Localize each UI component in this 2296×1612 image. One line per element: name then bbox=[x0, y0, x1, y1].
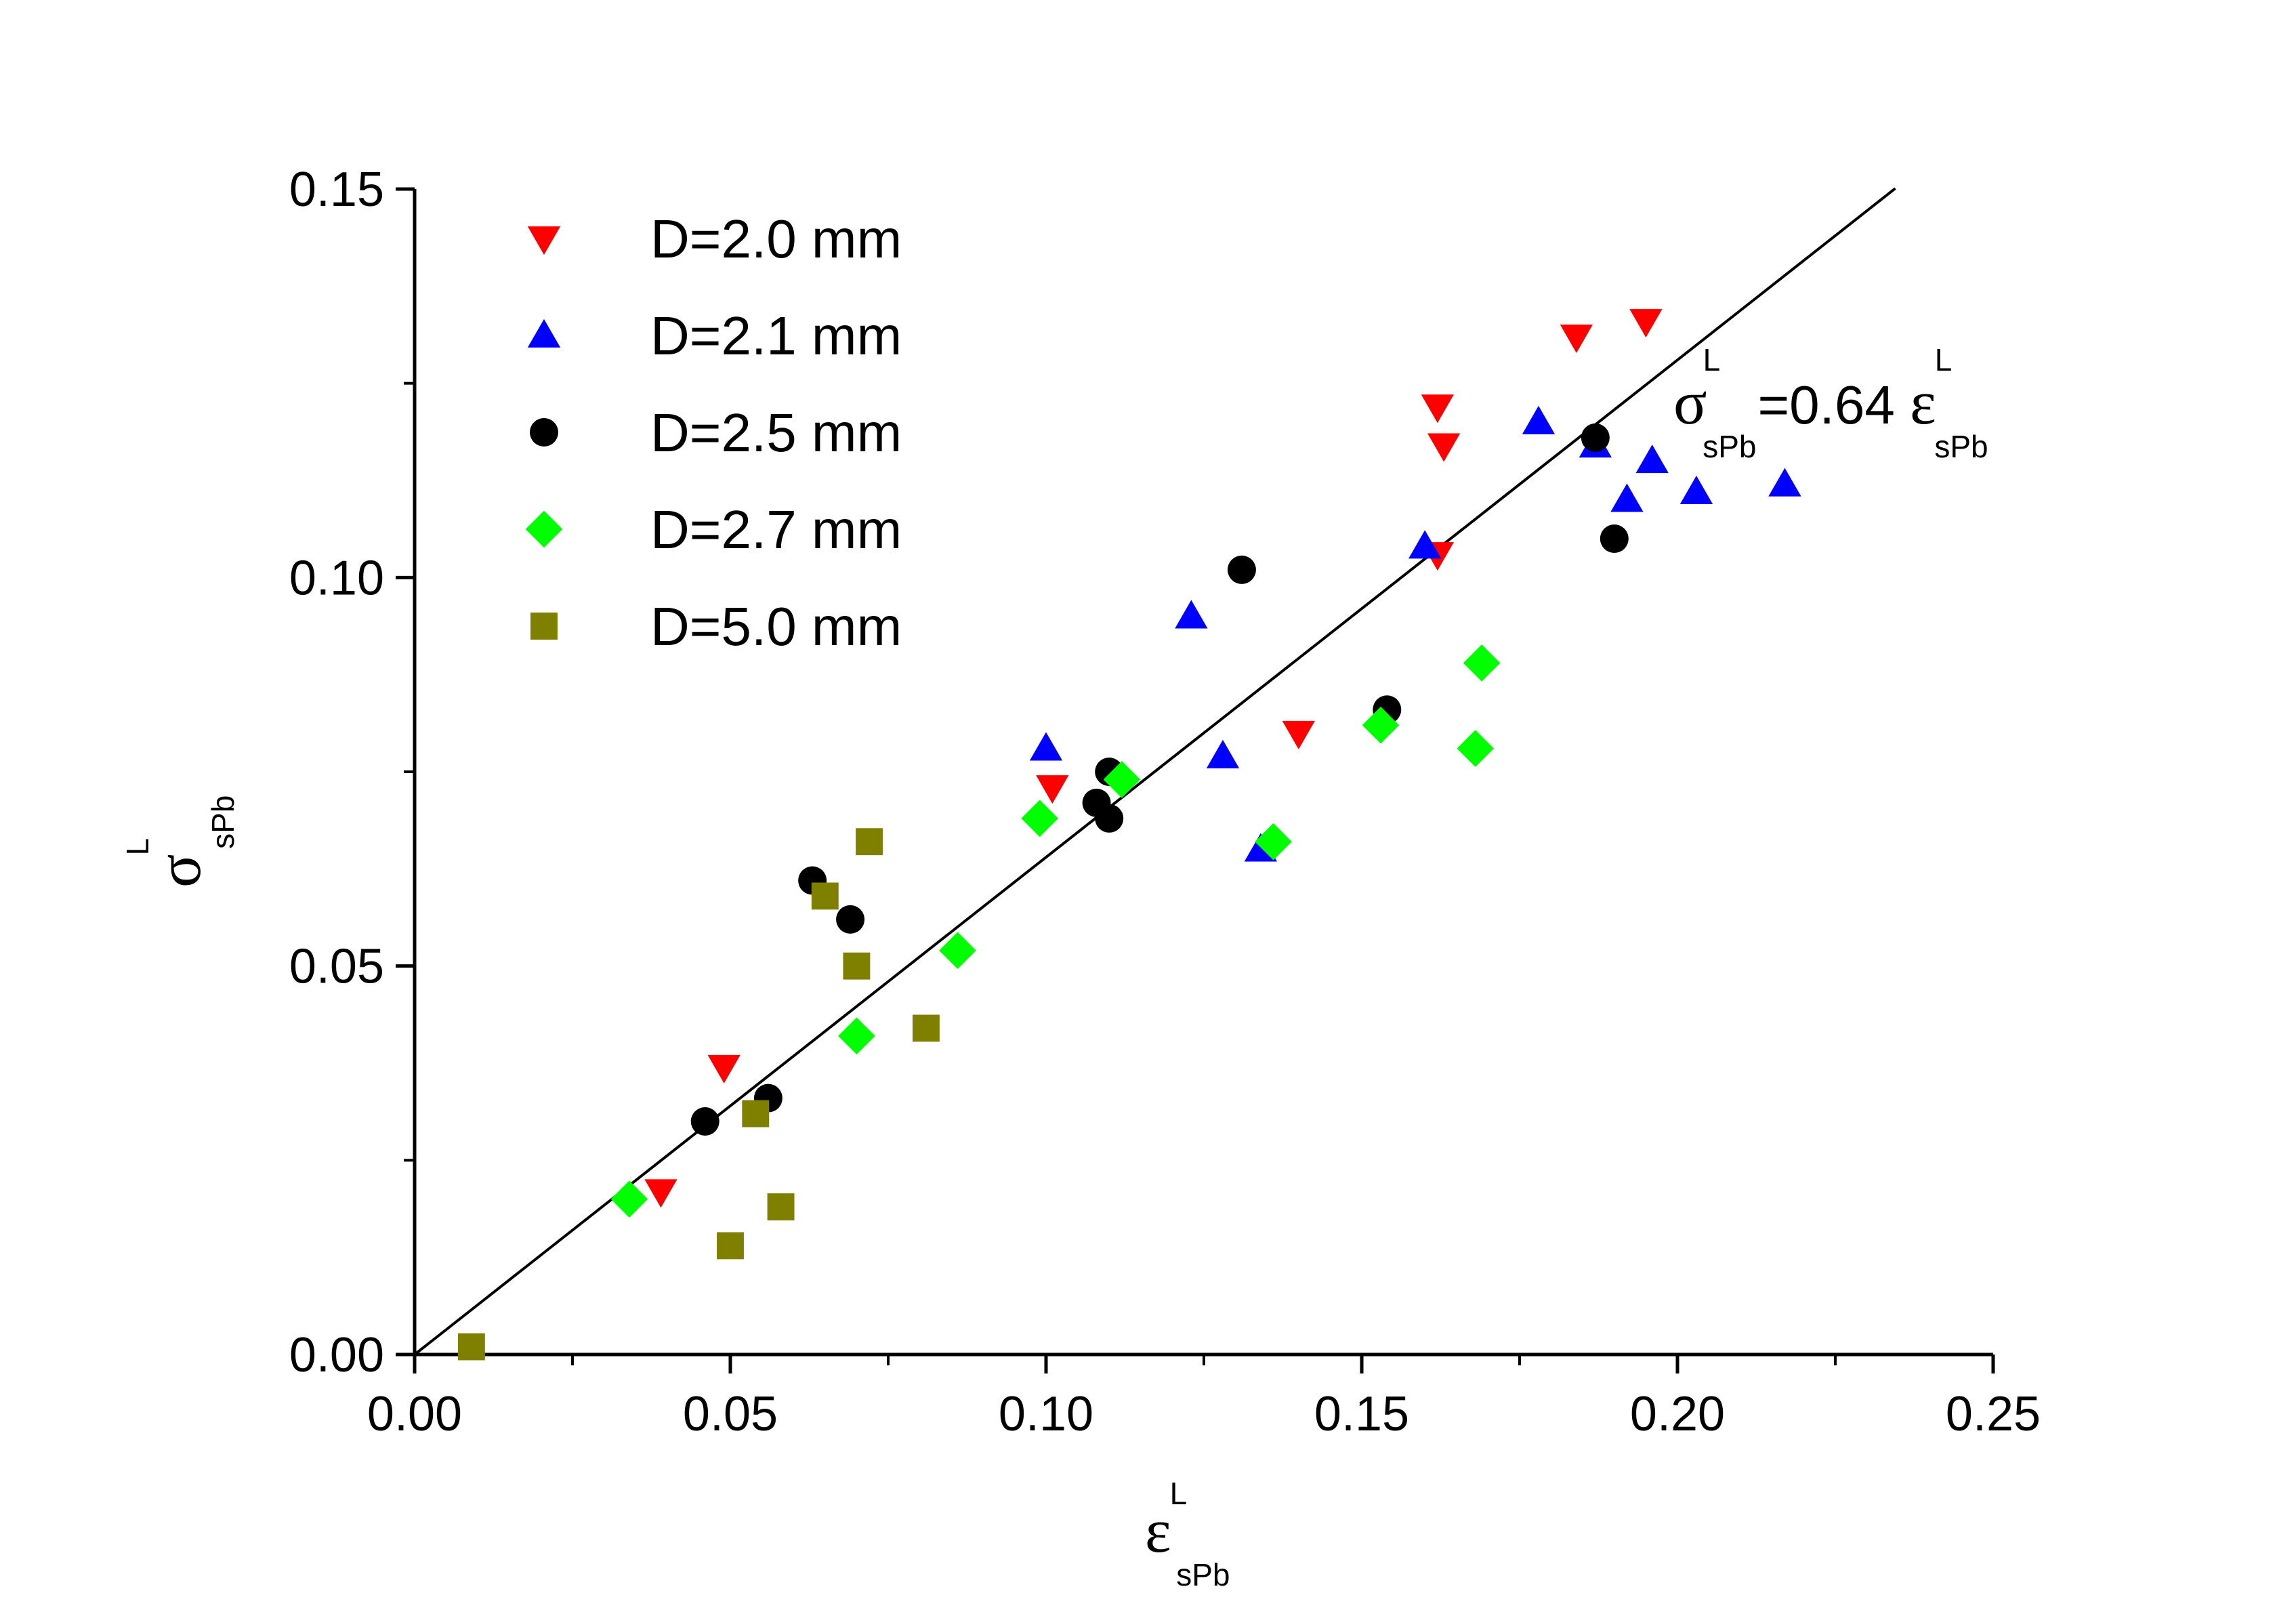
x-axis-superscript: L bbox=[1170, 1476, 1188, 1511]
legend-label-2: D=2.5 mm bbox=[650, 402, 902, 463]
point-series1-0 bbox=[1029, 732, 1063, 761]
legend-item-0: D=2.0 mm bbox=[527, 209, 902, 269]
point-series2-9 bbox=[1581, 423, 1610, 452]
legend: D=2.0 mm D=2.1 mm D=2.5 mm D=2.7 mm D=5.0 mm bbox=[525, 209, 902, 657]
point-series3-8 bbox=[1463, 644, 1501, 682]
plot-area: 0.00 0.05 0.10 0.15 0.20 0.25 0.00 0.05 0.10 0.15 bbox=[289, 163, 2041, 1441]
series-2 bbox=[690, 423, 1629, 1136]
point-series1-7 bbox=[1610, 483, 1644, 512]
x-axis-label: εL sPb bbox=[1145, 1476, 1230, 1592]
eq-epsilon-sup: L bbox=[1935, 342, 1953, 377]
eq-sigma-sub: sPb bbox=[1703, 429, 1756, 464]
point-series1-5 bbox=[1522, 405, 1556, 434]
x-tick-label-2: 0.10 bbox=[999, 1387, 1093, 1441]
x-axis-subscript: sPb bbox=[1176, 1557, 1230, 1592]
legend-label-0: D=2.0 mm bbox=[650, 209, 902, 269]
point-series4-7 bbox=[912, 1014, 940, 1042]
x-axis-symbol: ε bbox=[1145, 1496, 1171, 1565]
legend-label-3: D=2.7 mm bbox=[650, 499, 902, 560]
y-tick-label-3: 0.15 bbox=[289, 163, 384, 217]
legend-marker-2 bbox=[530, 418, 558, 447]
y-tick-label-2: 0.10 bbox=[289, 551, 384, 605]
eq-epsilon: ε bbox=[1910, 368, 1936, 437]
point-series3-0 bbox=[610, 1180, 648, 1218]
axis-ticks: 0.00 0.05 0.10 0.15 0.20 0.25 0.00 0.05 0.10 0.15 bbox=[289, 163, 2041, 1441]
fit-line-group bbox=[413, 187, 1896, 1356]
series-3 bbox=[610, 644, 1501, 1218]
point-series3-7 bbox=[1457, 730, 1495, 767]
point-series3-1 bbox=[838, 1017, 875, 1055]
point-series4-3 bbox=[767, 1193, 795, 1221]
point-series2-0 bbox=[690, 1107, 719, 1136]
point-series0-7 bbox=[1560, 325, 1593, 354]
point-series0-8 bbox=[1629, 309, 1663, 338]
point-series4-0 bbox=[457, 1333, 485, 1361]
x-tick-label-4: 0.20 bbox=[1630, 1387, 1725, 1441]
legend-item-4: D=5.0 mm bbox=[530, 596, 902, 657]
point-series4-2 bbox=[742, 1100, 770, 1128]
y-axis-symbol: σ bbox=[144, 854, 213, 888]
point-series4-4 bbox=[811, 882, 839, 910]
legend-item-2: D=2.5 mm bbox=[530, 402, 902, 463]
eq-middle: =0.64 bbox=[1757, 375, 1910, 435]
legend-marker-4 bbox=[530, 613, 558, 640]
legend-marker-0 bbox=[527, 226, 561, 255]
point-series0-3 bbox=[1282, 720, 1315, 749]
x-tick-label-0: 0.00 bbox=[367, 1387, 462, 1441]
point-series3-3 bbox=[1021, 800, 1058, 838]
legend-marker-1 bbox=[527, 318, 561, 348]
y-axis-label: σL sPb bbox=[120, 795, 241, 888]
legend-label-1: D=2.1 mm bbox=[650, 306, 902, 366]
point-series0-0 bbox=[644, 1179, 677, 1208]
x-tick-label-5: 0.25 bbox=[1946, 1387, 2041, 1441]
point-series3-6 bbox=[1362, 706, 1400, 744]
point-series0-2 bbox=[1036, 775, 1069, 804]
point-series2-10 bbox=[1600, 524, 1629, 553]
eq-sigma-sup: L bbox=[1703, 342, 1721, 377]
point-series4-5 bbox=[843, 952, 871, 980]
x-tick-label-1: 0.05 bbox=[683, 1387, 778, 1441]
point-series3-2 bbox=[939, 932, 976, 970]
x-tick-label-3: 0.15 bbox=[1314, 1387, 1409, 1441]
legend-item-1: D=2.1 mm bbox=[527, 306, 902, 366]
point-series4-6 bbox=[856, 828, 883, 856]
legend-item-3: D=2.7 mm bbox=[525, 499, 902, 560]
y-axis-subscript: sPb bbox=[205, 795, 241, 849]
legend-label-4: D=5.0 mm bbox=[650, 596, 902, 657]
series-4 bbox=[457, 828, 940, 1361]
eq-epsilon-sub: sPb bbox=[1934, 429, 1988, 464]
point-series3-4 bbox=[1103, 761, 1141, 798]
point-series1-4 bbox=[1408, 530, 1442, 559]
y-tick-label-1: 0.05 bbox=[289, 940, 384, 994]
point-series1-9 bbox=[1679, 476, 1713, 505]
point-series0-6 bbox=[1427, 433, 1461, 462]
y-tick-label-0: 0.00 bbox=[289, 1328, 384, 1382]
point-series1-8 bbox=[1635, 445, 1669, 474]
point-series1-10 bbox=[1768, 468, 1801, 497]
eq-sigma: σ bbox=[1673, 368, 1707, 437]
fit-line bbox=[413, 187, 1896, 1356]
point-series0-1 bbox=[707, 1054, 740, 1083]
y-axis-superscript: L bbox=[120, 838, 155, 856]
point-series2-3 bbox=[836, 905, 865, 934]
point-series1-2 bbox=[1206, 739, 1240, 768]
legend-marker-3 bbox=[525, 510, 563, 548]
point-series1-1 bbox=[1175, 600, 1208, 629]
point-series4-1 bbox=[717, 1232, 744, 1260]
point-series2-6 bbox=[1095, 804, 1124, 833]
point-series3-5 bbox=[1255, 823, 1292, 861]
data-points bbox=[457, 309, 1801, 1361]
fit-equation: σL sPb=0.64 εL sPb bbox=[1673, 342, 1988, 464]
point-series2-7 bbox=[1227, 555, 1256, 584]
point-series0-5 bbox=[1421, 394, 1454, 423]
series-1 bbox=[1029, 405, 1801, 862]
